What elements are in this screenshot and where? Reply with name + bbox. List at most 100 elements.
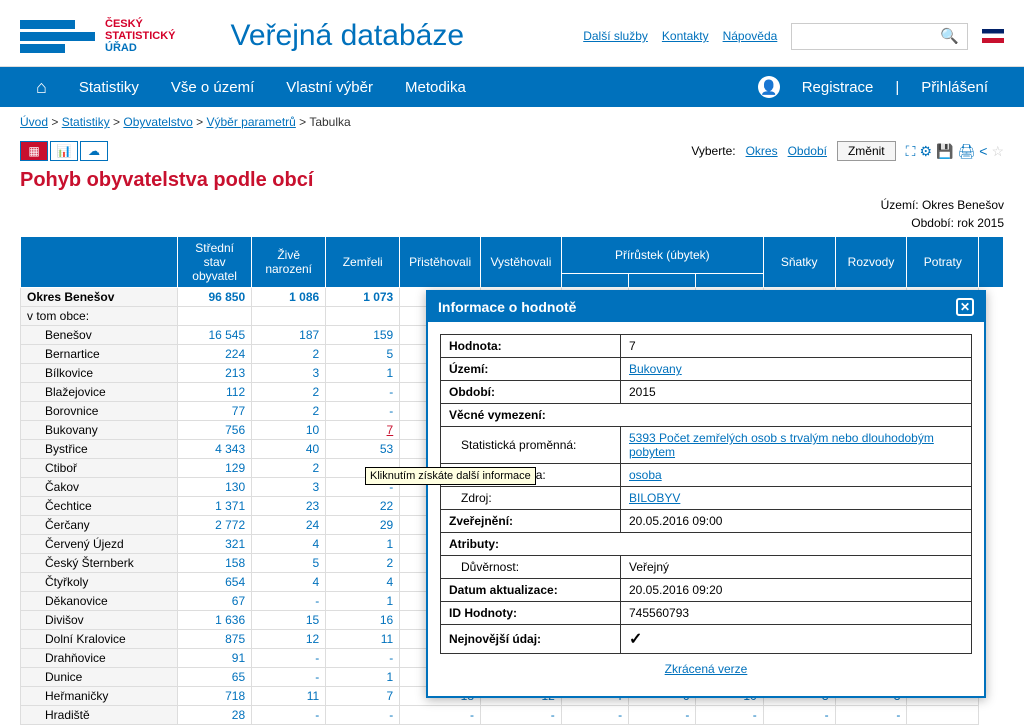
cell-value[interactable]: 130: [178, 478, 252, 497]
cell-value[interactable]: 3: [252, 364, 326, 383]
cell-value[interactable]: 112: [178, 383, 252, 402]
cell-value[interactable]: 875: [178, 630, 252, 649]
logo[interactable]: ČESKÝ STATISTICKÝ ÚŘAD: [20, 18, 175, 54]
cell-value[interactable]: 718: [178, 687, 252, 706]
cell-value[interactable]: 654: [178, 573, 252, 592]
cell-value[interactable]: 2: [326, 554, 400, 573]
cell-value[interactable]: 91: [178, 649, 252, 668]
th-stav[interactable]: Střední stav obyvatel: [178, 237, 252, 288]
cell-value[interactable]: 24: [252, 516, 326, 535]
link-okres[interactable]: Okres: [746, 144, 778, 158]
th-prirustek[interactable]: Přírůstek (úbytek): [561, 237, 763, 274]
cell-value[interactable]: 1 073: [326, 288, 400, 307]
cell-value[interactable]: -: [252, 668, 326, 687]
cell-value[interactable]: 4: [252, 573, 326, 592]
cell-value[interactable]: 158: [178, 554, 252, 573]
cell-value[interactable]: 2: [252, 459, 326, 478]
th-vystehovali[interactable]: Vystěhovali: [481, 237, 562, 288]
nav-metodika[interactable]: Metodika: [389, 79, 482, 96]
info-value[interactable]: Bukovany: [621, 358, 972, 381]
nav-login[interactable]: Přihlášení: [905, 79, 1004, 96]
cell-value[interactable]: 2: [252, 402, 326, 421]
language-flag-icon[interactable]: [982, 29, 1004, 43]
cell-value[interactable]: 1: [326, 364, 400, 383]
cell-value[interactable]: -: [481, 706, 562, 725]
cell-value[interactable]: 29: [326, 516, 400, 535]
cell-value[interactable]: 187: [252, 326, 326, 345]
cell-value[interactable]: 11: [326, 630, 400, 649]
cell-value[interactable]: -: [326, 649, 400, 668]
nav-home[interactable]: ⌂: [20, 77, 63, 98]
cell-value[interactable]: 16 545: [178, 326, 252, 345]
star-icon[interactable]: ☆: [991, 143, 1004, 160]
cell-value[interactable]: 40: [252, 440, 326, 459]
cell-value[interactable]: -: [400, 706, 481, 725]
cell-value[interactable]: -: [326, 706, 400, 725]
cell-value[interactable]: 321: [178, 535, 252, 554]
cell-value[interactable]: 10: [252, 421, 326, 440]
cell-value[interactable]: 1 371: [178, 497, 252, 516]
bc-uvod[interactable]: Úvod: [20, 115, 48, 129]
cell-value[interactable]: 2 772: [178, 516, 252, 535]
link-contacts[interactable]: Kontakty: [662, 29, 709, 43]
cell-value[interactable]: 65: [178, 668, 252, 687]
cell-value[interactable]: -: [326, 402, 400, 421]
change-button[interactable]: Změnit: [837, 141, 896, 161]
cell-value[interactable]: 28: [178, 706, 252, 725]
cell-value[interactable]: -: [326, 383, 400, 402]
cell-value[interactable]: 22: [326, 497, 400, 516]
cell-value[interactable]: 1 636: [178, 611, 252, 630]
cell-value[interactable]: -: [835, 706, 907, 725]
link-help[interactable]: Nápověda: [723, 29, 778, 43]
cell-value[interactable]: 11: [252, 687, 326, 706]
link-services[interactable]: Další služby: [583, 29, 648, 43]
view-tab-table[interactable]: ▦: [20, 141, 48, 161]
cell-value[interactable]: 12: [252, 630, 326, 649]
th-snatky[interactable]: Sňatky: [763, 237, 835, 288]
cell-value[interactable]: 129: [178, 459, 252, 478]
cell-value[interactable]: 53: [326, 440, 400, 459]
th-narozeni[interactable]: Živě narození: [252, 237, 326, 288]
cell-value[interactable]: -: [763, 706, 835, 725]
save-icon[interactable]: 💾: [936, 143, 953, 160]
cell-value[interactable]: 224: [178, 345, 252, 364]
search-button[interactable]: 🔍: [932, 24, 967, 49]
gear-icon[interactable]: ⚙: [919, 143, 932, 160]
th-pristehovali[interactable]: Přistěhovali: [400, 237, 481, 288]
view-tab-map[interactable]: ☁: [80, 141, 108, 161]
th-potraty[interactable]: Potraty: [907, 237, 979, 288]
cell-value[interactable]: -: [252, 706, 326, 725]
link-obdobi[interactable]: Období: [788, 144, 827, 158]
cell-value[interactable]: 756: [178, 421, 252, 440]
cell-value[interactable]: 15: [252, 611, 326, 630]
info-value[interactable]: osoba: [621, 464, 972, 487]
cell-value[interactable]: -: [696, 706, 763, 725]
nav-statistiky[interactable]: Statistiky: [63, 79, 155, 96]
nav-register[interactable]: Registrace: [786, 79, 890, 96]
bc-statistiky[interactable]: Statistiky: [62, 115, 110, 129]
info-value[interactable]: BILOBYV: [621, 487, 972, 510]
cell-value[interactable]: 96 850: [178, 288, 252, 307]
cell-value[interactable]: -: [561, 706, 628, 725]
cell-value[interactable]: 1: [326, 592, 400, 611]
nav-vyber[interactable]: Vlastní výběr: [270, 79, 389, 96]
expand-icon[interactable]: ⛶: [906, 143, 916, 160]
share-icon[interactable]: <: [979, 143, 987, 160]
cell-value[interactable]: 67: [178, 592, 252, 611]
cell-value[interactable]: -: [252, 592, 326, 611]
cell-value[interactable]: 7: [326, 687, 400, 706]
cell-value[interactable]: 23: [252, 497, 326, 516]
cell-value[interactable]: -: [252, 649, 326, 668]
view-tab-chart[interactable]: 📊: [50, 141, 78, 161]
cell-value[interactable]: 4: [252, 535, 326, 554]
th-rozvody[interactable]: Rozvody: [835, 237, 907, 288]
cell-value[interactable]: 7: [326, 421, 400, 440]
th-zemreli[interactable]: Zemřeli: [326, 237, 400, 288]
cell-value[interactable]: 1 086: [252, 288, 326, 307]
info-value[interactable]: 5393 Počet zemřelých osob s trvalým nebo…: [621, 427, 972, 464]
cell-value[interactable]: -: [629, 706, 696, 725]
bc-obyvatelstvo[interactable]: Obyvatelstvo: [123, 115, 192, 129]
search-input[interactable]: [792, 24, 932, 49]
cell-value[interactable]: 5: [326, 345, 400, 364]
cell-value[interactable]: 213: [178, 364, 252, 383]
